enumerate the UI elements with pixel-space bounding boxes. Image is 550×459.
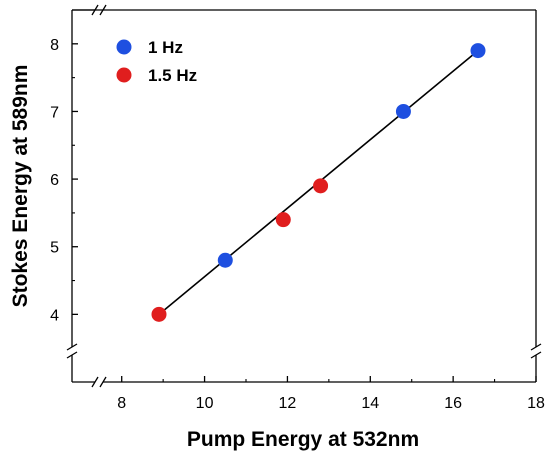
legend-marker (116, 67, 132, 83)
top-break-mark-b (99, 4, 107, 16)
y-tick-label: 5 (50, 240, 59, 257)
y-tick-label: 4 (50, 307, 59, 324)
legend-label: 1.5 Hz (148, 66, 197, 85)
bottom-break-mark-b (99, 376, 107, 388)
y-tick-label: 8 (50, 37, 59, 54)
x-tick-label: 14 (361, 395, 379, 412)
data-point (313, 178, 329, 194)
bottom-break-mark-a (91, 376, 99, 388)
data-point (470, 43, 486, 59)
left-break-mark-a (66, 343, 78, 351)
legend-label: 1 Hz (148, 38, 183, 57)
x-tick-label: 10 (196, 395, 214, 412)
x-tick-label: 12 (279, 395, 297, 412)
x-tick-label: 18 (527, 395, 545, 412)
right-break-mark-a (530, 343, 542, 351)
left-break-mark-b (66, 351, 78, 359)
data-point (395, 103, 411, 119)
x-tick-label: 8 (117, 395, 126, 412)
data-point (217, 252, 233, 268)
y-tick-label: 6 (50, 172, 59, 189)
data-point (151, 306, 167, 322)
axis-break-marks (66, 4, 542, 388)
plot-frame (71, 9, 537, 383)
data-point (275, 212, 291, 228)
x-tick-label: 16 (444, 395, 462, 412)
x-axis-ticks: 8 10 12 14 16 18 (117, 376, 545, 412)
right-break-mark-b (530, 351, 542, 359)
data-points (151, 43, 486, 322)
legend-marker (116, 39, 132, 55)
legend: 1 Hz 1.5 Hz (116, 38, 197, 85)
y-axis-ticks: 4 5 6 7 8 (50, 37, 78, 324)
x-axis-title: Pump Energy at 532nm (187, 428, 419, 451)
y-tick-label: 7 (50, 104, 59, 121)
top-break-mark-a (91, 4, 99, 16)
y-axis-title: Stokes Energy at 589nm (9, 65, 32, 308)
